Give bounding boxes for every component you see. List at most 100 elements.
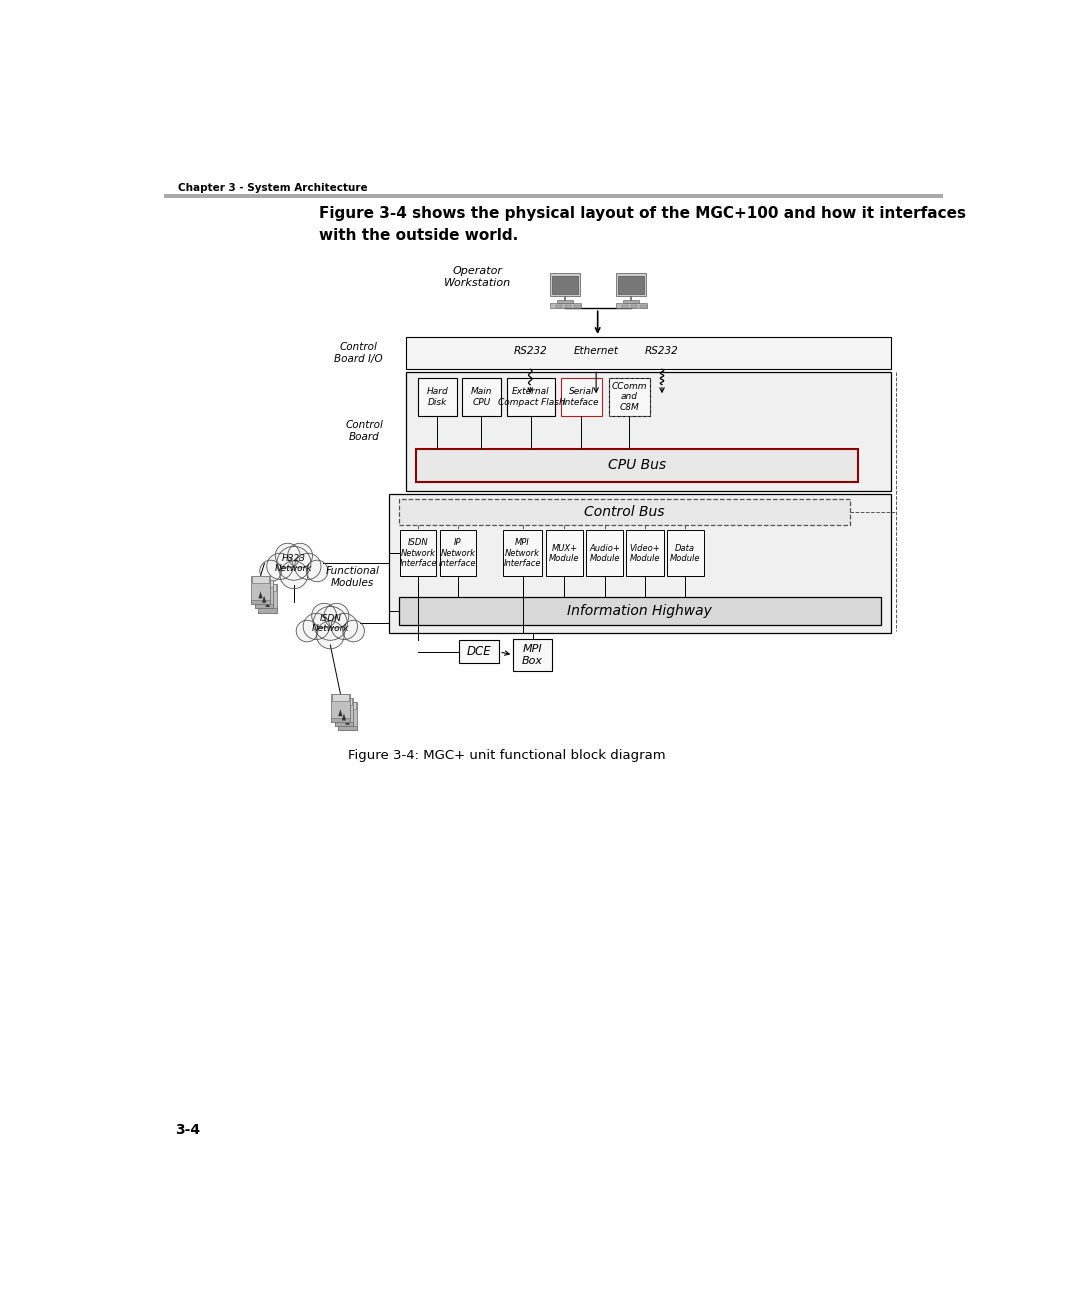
Bar [507, 377, 555, 417]
Bar [503, 530, 542, 576]
Bar [575, 306, 581, 308]
Text: 3-4: 3-4 [175, 1123, 201, 1138]
Bar [631, 306, 637, 308]
Bar [406, 337, 891, 370]
Polygon shape [341, 713, 346, 721]
Bar [440, 530, 476, 576]
Text: Main
CPU: Main CPU [471, 388, 492, 406]
Circle shape [276, 546, 311, 580]
Text: MUX+
Module: MUX+ Module [549, 543, 580, 563]
Bar [586, 530, 623, 576]
Bar [400, 530, 436, 576]
Text: RS232: RS232 [513, 346, 548, 357]
Bar [338, 703, 356, 730]
Bar [616, 303, 647, 308]
Bar [565, 306, 571, 308]
Bar [258, 584, 276, 613]
Bar [332, 693, 350, 722]
Text: Chapter 3 - System Architecture: Chapter 3 - System Architecture [177, 183, 367, 193]
Bar [338, 726, 356, 730]
Circle shape [307, 560, 328, 581]
Text: Control
Board: Control Board [346, 421, 383, 441]
Bar [618, 276, 644, 294]
Bar [259, 584, 276, 592]
Text: Hard
Disk: Hard Disk [427, 388, 448, 406]
Bar [255, 605, 273, 609]
Circle shape [260, 560, 282, 581]
Bar [252, 599, 270, 605]
Bar [399, 499, 850, 525]
Bar [406, 371, 891, 491]
Bar [335, 722, 353, 726]
Circle shape [303, 614, 329, 640]
Bar [623, 300, 638, 303]
Text: Functional
Modules: Functional Modules [325, 567, 379, 588]
Bar [459, 640, 499, 663]
Bar [545, 530, 583, 576]
Bar [626, 530, 663, 576]
Polygon shape [262, 596, 267, 602]
Text: Serial
Inteface: Serial Inteface [563, 388, 599, 406]
Bar [335, 697, 353, 726]
Text: Control Bus: Control Bus [584, 504, 664, 518]
Bar [332, 718, 350, 722]
Bar [258, 609, 276, 613]
Circle shape [287, 543, 312, 568]
Circle shape [312, 603, 337, 628]
Circle shape [342, 620, 364, 641]
Bar [252, 576, 269, 582]
Bar [416, 449, 859, 482]
Bar [666, 530, 704, 576]
Text: Information Highway: Information Highway [567, 603, 713, 618]
Text: Data
Module: Data Module [670, 543, 701, 563]
Circle shape [313, 606, 348, 640]
Text: RS232: RS232 [645, 346, 679, 357]
Bar [552, 276, 578, 294]
Bar [562, 377, 602, 417]
Text: ISDN
Network
Interface: ISDN Network Interface [400, 538, 437, 568]
Bar [622, 306, 627, 308]
Text: Figure 3-4 shows the physical layout of the MGC+100 and how it interfaces: Figure 3-4 shows the physical layout of … [320, 206, 967, 221]
Text: Control
Board I/O: Control Board I/O [335, 342, 383, 364]
Circle shape [267, 554, 293, 580]
Bar [255, 580, 273, 609]
Bar [513, 639, 552, 671]
Polygon shape [266, 599, 270, 607]
Circle shape [280, 562, 308, 589]
Bar [399, 597, 881, 624]
Bar [609, 377, 649, 417]
Text: MPI
Box: MPI Box [522, 644, 543, 666]
Text: CPU Bus: CPU Bus [608, 458, 666, 473]
Text: DCE: DCE [467, 645, 491, 658]
Bar [557, 300, 572, 303]
Polygon shape [338, 709, 342, 716]
Circle shape [332, 614, 357, 640]
Text: Figure 3-4: MGC+ unit functional block diagram: Figure 3-4: MGC+ unit functional block d… [348, 750, 665, 763]
Polygon shape [258, 592, 262, 598]
Bar [550, 303, 581, 308]
Circle shape [296, 620, 318, 641]
Bar [164, 195, 943, 199]
Text: IP
Network
Interface: IP Network Interface [440, 538, 476, 568]
Bar [617, 273, 646, 296]
Text: MPI
Network
Interface: MPI Network Interface [503, 538, 541, 568]
Text: CComm
and
C8M: CComm and C8M [611, 383, 647, 411]
Circle shape [295, 554, 321, 580]
Circle shape [316, 622, 345, 649]
Bar [256, 580, 272, 588]
Bar [609, 377, 649, 417]
Bar [389, 494, 891, 632]
Bar [551, 273, 580, 296]
Text: with the outside world.: with the outside world. [320, 227, 518, 243]
Bar [252, 576, 270, 605]
Polygon shape [346, 718, 350, 725]
Text: H323
Network: H323 Network [275, 554, 313, 573]
Text: Audio+
Module: Audio+ Module [590, 543, 620, 563]
Bar [332, 693, 349, 700]
Text: External
Compact Flash: External Compact Flash [498, 388, 565, 406]
Text: Ethernet: Ethernet [573, 346, 619, 357]
Text: ISDN
Network: ISDN Network [311, 614, 349, 633]
Bar [418, 377, 457, 417]
Circle shape [275, 543, 300, 568]
Bar [339, 703, 356, 709]
